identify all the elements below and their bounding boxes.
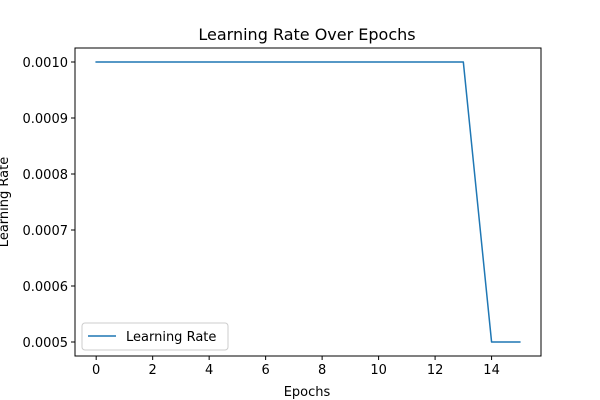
y-tick-label: 0.0009 (23, 112, 69, 127)
y-tick-label: 0.0010 (23, 56, 69, 71)
y-axis-label: Learning Rate (0, 157, 12, 247)
series-layer (95, 61, 521, 343)
plot-frame (74, 47, 542, 357)
x-tick-label: 4 (205, 363, 213, 378)
x-tick-label: 2 (149, 363, 157, 378)
y-tick-label: 0.0005 (23, 336, 69, 351)
y-tick-label: 0.0006 (23, 280, 69, 295)
x-axis-label: Epochs (284, 385, 331, 400)
x-tick-label: 14 (483, 363, 500, 378)
x-tick-label: 8 (318, 363, 326, 378)
y-tick-label: 0.0008 (23, 168, 69, 183)
y-tick-label: 0.0007 (23, 224, 69, 239)
legend-label-learning-rate: Learning Rate (126, 330, 216, 345)
legend-box (81, 322, 229, 351)
x-tick-label: 6 (261, 363, 269, 378)
chart-title: Learning Rate Over Epochs (198, 25, 415, 44)
x-tick-label: 12 (427, 363, 444, 378)
legend: Learning Rate (81, 322, 229, 351)
x-tick-label: 10 (370, 363, 387, 378)
series-line-learning-rate (95, 61, 521, 343)
x-tick-label: 0 (92, 363, 100, 378)
ticks-layer: 0 2 4 6 8 10 12 14 0.0005 0.0006 0.0007 0.0008 0.000… (23, 56, 500, 378)
